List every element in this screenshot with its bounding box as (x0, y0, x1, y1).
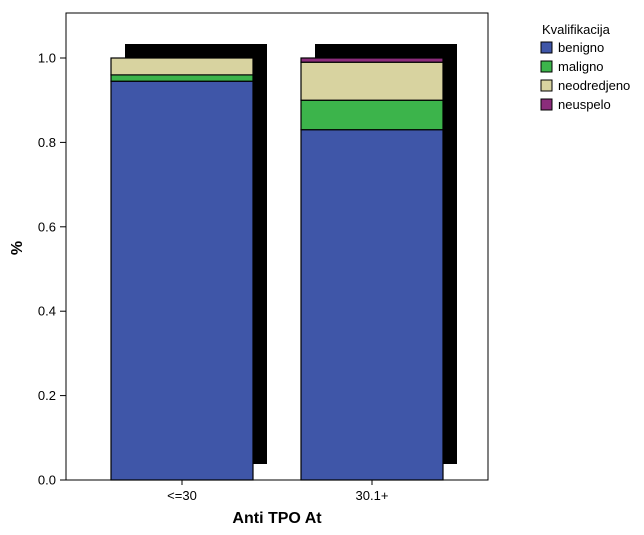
legend-label-neuspelo: neuspelo (558, 97, 611, 112)
x-axis: <=30 30.1+ (167, 480, 388, 503)
y-tick-label: 0.8 (38, 135, 56, 150)
bar-segment-neodredjeno (110, 57, 254, 76)
y-tick-label: 0.0 (38, 473, 56, 488)
legend-swatch-benigno (540, 41, 553, 54)
bar-segment-benigno (300, 129, 444, 481)
legend-label-maligno: maligno (558, 59, 604, 74)
legend-label-neodredjeno: neodredjeno (558, 78, 630, 93)
y-tick-label: 0.6 (38, 219, 56, 234)
y-axis: 0.0 0.2 0.4 0.6 0.8 1.0 (38, 51, 66, 488)
legend: Kvalifikacija benigno maligno neodredjeno n… (540, 22, 630, 112)
x-axis-title: Anti TPO At (232, 510, 322, 527)
bars (110, 57, 444, 481)
bar-segment-maligno (110, 74, 254, 82)
legend-label-benigno: benigno (558, 40, 604, 55)
bar-segment-neuspelo (300, 57, 444, 63)
x-tick-label: <=30 (167, 488, 197, 503)
x-tick-label: 30.1+ (356, 488, 389, 503)
legend-title: Kvalifikacija (542, 22, 611, 37)
y-tick-label: 0.2 (38, 388, 56, 403)
legend-swatch-maligno (540, 60, 553, 73)
y-tick-label: 1.0 (38, 51, 56, 66)
y-axis-title: % (9, 241, 26, 255)
bar-segment-neodredjeno (300, 61, 444, 101)
legend-swatch-neuspelo (540, 98, 553, 111)
bar-segment-maligno (300, 99, 444, 131)
bar-segment-benigno (110, 80, 254, 481)
legend-swatch-neodredjeno (540, 79, 553, 92)
y-tick-label: 0.4 (38, 304, 56, 319)
